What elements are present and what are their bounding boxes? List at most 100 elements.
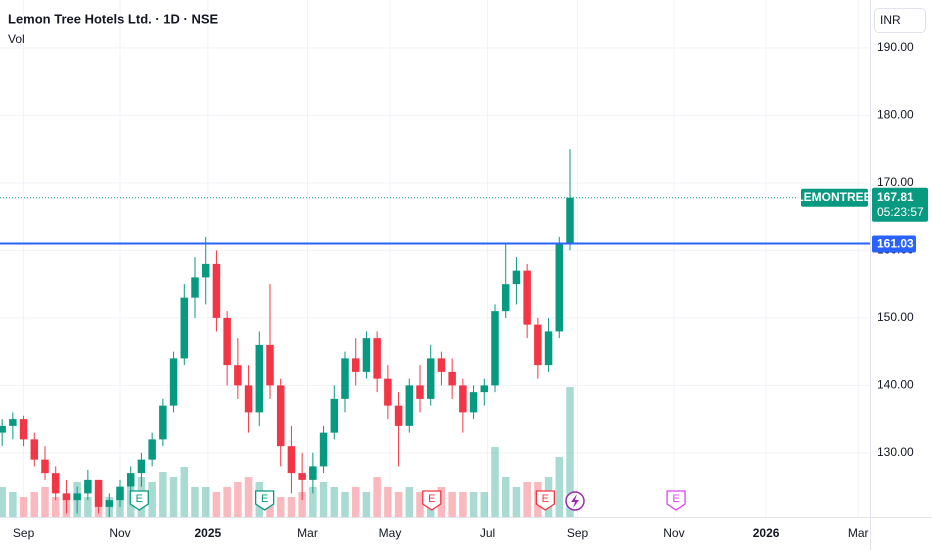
volume-bar [234, 482, 242, 517]
candle-body [244, 385, 253, 413]
currency-button[interactable] [874, 8, 926, 33]
x-tick-label: 2026 [753, 526, 780, 540]
candle-body [384, 378, 392, 406]
earnings-marker [666, 490, 686, 511]
y-tick-label: 180.00 [877, 108, 914, 122]
volume-bar [373, 477, 381, 517]
volume-bar [223, 487, 231, 517]
volume-bar [180, 467, 189, 517]
volume-bar [491, 447, 499, 517]
volume-bar [0, 487, 6, 517]
volume-bar [148, 482, 156, 517]
candle-body [469, 392, 478, 413]
earnings-marker [535, 490, 556, 511]
candle-body [255, 344, 264, 413]
earnings-label: E [136, 493, 143, 505]
volume-bar [212, 492, 221, 517]
candle-body [437, 358, 446, 372]
level-label: 161.03 [877, 237, 914, 251]
candle-body [416, 385, 424, 399]
volume-bar [362, 492, 371, 517]
volume-bar [501, 477, 510, 517]
volume-bar [201, 487, 210, 517]
volume-bar [319, 482, 328, 517]
candle-body [512, 270, 521, 285]
candle-body [362, 338, 371, 372]
candle-body [501, 284, 510, 312]
candle-body [169, 358, 178, 406]
candle-body [0, 425, 6, 433]
countdown-label: 05:23:57 [877, 205, 924, 219]
volume-bar [351, 487, 360, 517]
candle-body [330, 398, 339, 433]
x-tick-label: May [379, 526, 402, 540]
x-tick-label: Jul [480, 526, 495, 540]
candle-body [73, 493, 81, 501]
symbol-tag [801, 188, 868, 207]
candle-body [84, 479, 92, 494]
volume-bar [512, 487, 521, 517]
y-tick-label: 130.00 [877, 445, 914, 459]
volume-label: Vol [8, 32, 25, 46]
last-price-label: 167.81 [877, 190, 914, 204]
volume-bar [19, 497, 28, 517]
volume-bar [51, 497, 60, 517]
candle-body [159, 405, 167, 440]
candle-body [351, 358, 360, 372]
candle-body [266, 344, 274, 386]
candle-body [30, 439, 39, 460]
y-tick-label: 150.00 [877, 310, 914, 324]
candle-body [94, 479, 103, 507]
volume-bar [191, 487, 199, 517]
candle-body [276, 385, 285, 447]
volume-bar [244, 477, 253, 517]
candle-body [319, 432, 328, 467]
candle-body [212, 263, 221, 318]
candle-body [223, 317, 231, 366]
candle-body [405, 385, 414, 426]
x-tick-label: Mar [297, 526, 318, 540]
earnings-label: E [428, 493, 435, 505]
candle-body [544, 331, 553, 366]
currency: INR [880, 13, 901, 27]
earnings-marker [129, 490, 149, 511]
candle-body [448, 371, 456, 386]
candle-body [287, 446, 296, 474]
x-tick-label: 2025 [195, 526, 222, 540]
y-tick-label: 140.00 [877, 378, 914, 392]
candle-body [51, 473, 60, 494]
volume-bar [309, 487, 317, 517]
symbol-label: LEMONTREE [796, 190, 871, 204]
volume-bar [555, 457, 564, 517]
volume-bar [384, 487, 392, 517]
chart-title: Lemon Tree Hotels Ltd. · 1D · NSE [8, 11, 219, 26]
candle-body [234, 365, 242, 386]
x-tick-label: Sep [13, 526, 35, 540]
candle-body [426, 358, 435, 399]
candle-body [9, 419, 17, 426]
earnings-label: E [542, 493, 549, 505]
candle-body [62, 493, 71, 501]
candle-body [116, 486, 124, 501]
volume-bar [159, 472, 167, 517]
volume-bar [341, 492, 349, 517]
volume-bar [84, 497, 92, 517]
volume-bar [287, 497, 296, 517]
level-tag [872, 235, 916, 253]
volume-bar [566, 387, 574, 517]
earnings-marker [422, 490, 442, 511]
candle-body [341, 358, 349, 399]
volume-bar [416, 492, 424, 517]
volume-bar [459, 492, 467, 517]
candle-body [373, 338, 381, 379]
dividend-icon [565, 491, 585, 511]
x-tick-label: Mar [848, 526, 869, 540]
y-tick-label: 170.00 [877, 175, 914, 189]
candle-body [19, 419, 28, 440]
candle-body [555, 243, 564, 332]
volume-bar [405, 487, 414, 517]
volume-bar [448, 492, 456, 517]
candle-body [309, 466, 317, 480]
x-tick-label: Nov [109, 526, 130, 540]
